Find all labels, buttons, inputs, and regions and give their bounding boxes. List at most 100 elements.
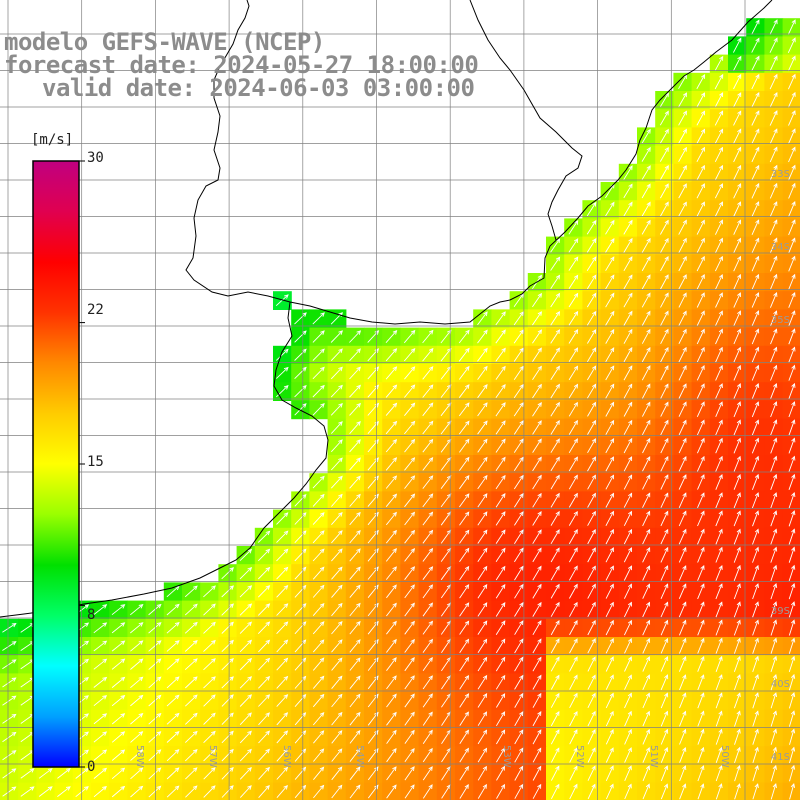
wind-arrow	[678, 401, 687, 417]
wind-arrow	[787, 91, 796, 108]
wind-arrow	[715, 364, 723, 381]
wind-arrow	[642, 583, 651, 599]
wind-arrow	[623, 237, 633, 253]
wind-arrow	[623, 437, 633, 454]
wind-arrow	[312, 512, 325, 525]
wind-arrow	[569, 638, 578, 654]
wind-arrow	[532, 601, 542, 617]
wind-arrow	[715, 728, 723, 745]
wind-arrow	[459, 656, 470, 672]
wind-arrow	[221, 712, 234, 725]
wind-arrow	[642, 710, 650, 727]
wind-arrow	[349, 657, 361, 671]
wind-arrow	[330, 475, 343, 489]
wind-arrow	[569, 547, 578, 563]
wind-arrow	[678, 165, 687, 181]
wind-arrow	[787, 55, 796, 72]
wind-arrow	[294, 348, 307, 361]
wind-arrow	[734, 746, 741, 764]
wind-arrow	[495, 620, 506, 635]
wind-arrow	[111, 694, 126, 707]
wind-arrow	[678, 146, 687, 162]
wind-arrow	[532, 638, 542, 654]
wind-arrow	[276, 694, 289, 707]
wind-arrow	[714, 92, 724, 108]
wind-arrow	[93, 676, 108, 688]
wind-arrow	[605, 747, 614, 763]
wind-arrow	[550, 565, 560, 581]
wind-arrow	[331, 730, 343, 744]
wind-arrow	[587, 347, 597, 363]
wind-arrow	[458, 329, 470, 344]
wind-arrow	[477, 456, 488, 471]
wind-arrow	[459, 529, 470, 544]
wind-arrow	[331, 711, 343, 726]
wind-arrow	[513, 402, 524, 417]
wind-arrow	[330, 330, 343, 343]
wind-arrow	[294, 312, 307, 325]
wind-arrow	[733, 601, 741, 618]
wind-arrow	[568, 219, 579, 235]
wind-arrow	[459, 584, 470, 599]
wind-arrow	[697, 746, 705, 763]
wind-arrow	[349, 766, 361, 781]
wind-arrow	[459, 711, 469, 726]
wind-arrow	[422, 656, 433, 672]
wind-arrow	[276, 530, 289, 543]
wind-arrow	[569, 656, 578, 672]
wind-arrow	[239, 748, 252, 762]
wind-arrow	[404, 493, 416, 508]
wind-arrow	[477, 493, 488, 508]
wind-arrow	[642, 474, 651, 490]
wind-arrow	[349, 566, 361, 580]
longitude-label: 58W	[134, 745, 145, 768]
wind-arrow	[660, 692, 669, 709]
wind-arrow	[532, 729, 542, 745]
wind-arrow	[257, 585, 271, 598]
wind-arrow	[550, 329, 561, 344]
wind-arrow	[185, 767, 198, 780]
wind-arrow	[623, 401, 633, 417]
wind-arrow	[697, 474, 705, 490]
wind-arrow	[770, 346, 778, 363]
wind-arrow	[751, 364, 760, 381]
wind-arrow	[477, 602, 488, 617]
wind-arrow	[751, 310, 760, 327]
wind-arrow	[752, 637, 759, 654]
wind-arrow	[477, 638, 488, 654]
wind-arrow	[660, 292, 669, 308]
wind-arrow	[331, 566, 343, 580]
wind-arrow	[605, 528, 614, 545]
wind-arrow	[312, 493, 325, 507]
wind-arrow	[459, 638, 470, 654]
wind-arrow	[404, 511, 415, 526]
wind-arrow	[477, 620, 488, 635]
wind-arrow	[697, 583, 705, 600]
wind-arrow	[623, 292, 633, 308]
wind-arrow	[678, 219, 687, 235]
wind-arrow	[660, 619, 669, 636]
wind-arrow	[660, 565, 669, 581]
wind-arrow	[294, 403, 307, 416]
wind-arrow	[605, 347, 615, 363]
wind-arrow	[624, 710, 632, 727]
wind-arrow	[642, 728, 650, 745]
wind-arrow	[660, 256, 669, 272]
wind-arrow	[623, 619, 632, 636]
wind-arrow	[678, 655, 687, 672]
wind-arrow	[769, 201, 778, 217]
wind-arrow	[386, 729, 397, 744]
wind-arrow	[148, 749, 162, 762]
wind-arrow	[513, 365, 524, 380]
wind-arrow	[458, 420, 470, 435]
wind-arrow	[495, 311, 506, 326]
wind-arrow	[752, 710, 759, 727]
wind-arrow	[569, 729, 578, 745]
wind-arrow	[111, 785, 126, 798]
wind-arrow	[312, 384, 325, 398]
wind-arrow	[404, 729, 415, 744]
wind-arrow	[678, 310, 687, 326]
wind-arrow	[130, 749, 144, 761]
wind-arrow	[659, 110, 669, 126]
